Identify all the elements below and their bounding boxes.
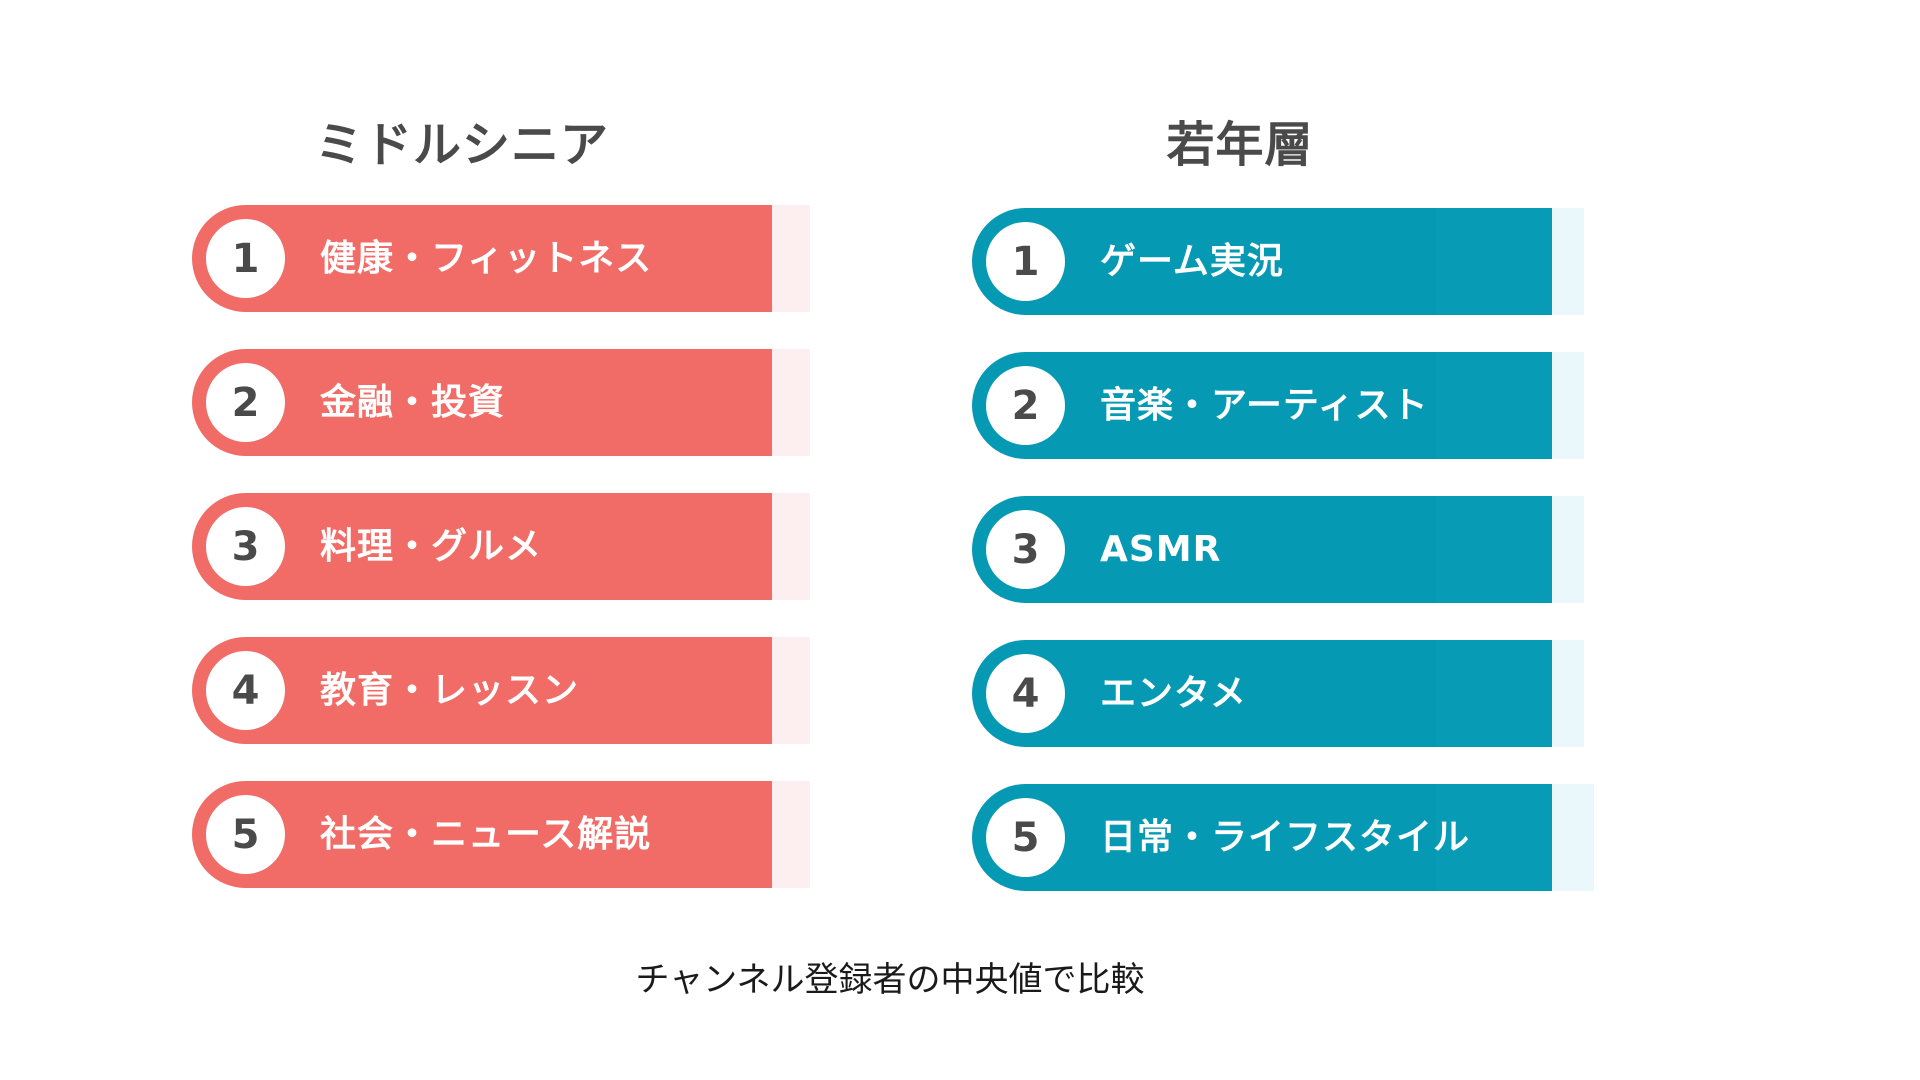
youth-item-bar-shade	[1436, 352, 1552, 459]
youth-item-bar: 1 ゲーム実況	[972, 208, 1552, 315]
youth-item-bar-shade	[1436, 784, 1552, 891]
senior-item-label: 金融・投資	[320, 382, 506, 423]
senior-item-bar: 1 健康・フィットネス	[192, 205, 772, 312]
comparison-caption: チャンネル登録者の中央値で比較	[635, 960, 1145, 1000]
rank-badge: 1	[206, 219, 285, 298]
senior-item-label: 料理・グルメ	[320, 526, 543, 567]
senior-item-tail	[772, 205, 810, 312]
youth-item-bar: 4 エンタメ	[972, 640, 1552, 747]
senior-item-tail	[772, 493, 810, 600]
youth-item-tail	[1552, 784, 1594, 891]
rank-badge: 2	[206, 363, 285, 442]
senior-item-label: 健康・フィットネス	[320, 238, 653, 279]
senior-item-label: 教育・レッスン	[320, 670, 580, 711]
senior-item-bar: 4 教育・レッスン	[192, 637, 772, 744]
rank-badge: 1	[986, 222, 1065, 301]
youth-item-bar-shade	[1436, 640, 1552, 747]
youth-item-tail	[1552, 496, 1584, 603]
senior-item-bar: 2 金融・投資	[192, 349, 772, 456]
senior-item-bar: 3 料理・グルメ	[192, 493, 772, 600]
rank-badge: 4	[206, 651, 285, 730]
youth-item-label: ゲーム実況	[1100, 241, 1284, 282]
youth-item-bar: 2 音楽・アーティスト	[972, 352, 1552, 459]
rank-badge: 3	[986, 510, 1065, 589]
rank-badge: 5	[986, 798, 1065, 877]
youth-item-label: ASMR	[1100, 529, 1222, 570]
youth-item-bar: 5 日常・ライフスタイル	[972, 784, 1552, 891]
rank-badge: 5	[206, 795, 285, 874]
senior-item-bar: 5 社会・ニュース解説	[192, 781, 772, 888]
senior-item-tail	[772, 781, 810, 888]
youth-item-label: 日常・ライフスタイル	[1100, 817, 1471, 858]
youth-item-tail	[1552, 352, 1584, 459]
youth-item-label: 音楽・アーティスト	[1100, 385, 1429, 426]
rank-badge: 4	[986, 654, 1065, 733]
youth-item-bar-shade	[1436, 208, 1552, 315]
senior-item-tail	[772, 349, 810, 456]
youth-item-label: エンタメ	[1100, 673, 1247, 714]
rank-badge: 3	[206, 507, 285, 586]
youth-item-bar: 3 ASMR	[972, 496, 1552, 603]
senior-item-tail	[772, 637, 810, 744]
senior-column-title: ミドルシニア	[314, 117, 609, 173]
youth-item-tail	[1552, 208, 1584, 315]
youth-item-tail	[1552, 640, 1584, 747]
youth-column-title: 若年層	[1166, 117, 1314, 173]
rank-badge: 2	[986, 366, 1065, 445]
senior-item-label: 社会・ニュース解説	[320, 814, 652, 855]
youth-item-bar-shade	[1436, 496, 1552, 603]
